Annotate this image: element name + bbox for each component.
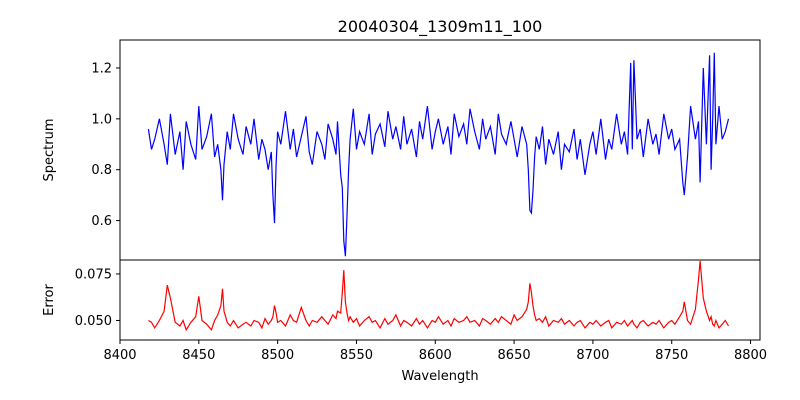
x-tick-label: 8750 — [655, 348, 688, 363]
spectrum-y-tick-label: 1.2 — [91, 61, 112, 76]
chart-title: 20040304_1309m11_100 — [338, 17, 543, 37]
spectrum-y-tick-label: 0.8 — [91, 163, 112, 178]
error-y-axis-label: Error — [42, 284, 57, 316]
spectrum-series-line — [147, 52, 730, 257]
spectrum-y-tick-label: 1.0 — [91, 112, 112, 127]
error-series-line — [148, 260, 730, 332]
spectrum-panel: 0.6 0.8 1.0 1.2 Spectrum — [42, 39, 761, 261]
x-tick-label: 8450 — [182, 348, 215, 363]
x-tick-label: 8550 — [340, 348, 373, 363]
error-axes-frame — [119, 259, 761, 341]
spectrum-y-axis-label: Spectrum — [42, 119, 57, 182]
error-panel: 0.050 0.075 Error — [42, 259, 761, 341]
x-tick-label: 8400 — [103, 348, 136, 363]
x-tick-label: 8650 — [498, 348, 531, 363]
x-tick-label: 8800 — [734, 348, 767, 363]
x-tick-label: 8600 — [419, 348, 452, 363]
error-y-tick-label: 0.075 — [75, 267, 112, 282]
spectrum-y-tick-label: 0.6 — [91, 214, 112, 229]
error-y-tick-label: 0.050 — [75, 314, 112, 329]
x-tick-label: 8500 — [261, 348, 294, 363]
x-tick-label: 8700 — [576, 348, 609, 363]
x-axis-label: Wavelength — [401, 369, 478, 384]
